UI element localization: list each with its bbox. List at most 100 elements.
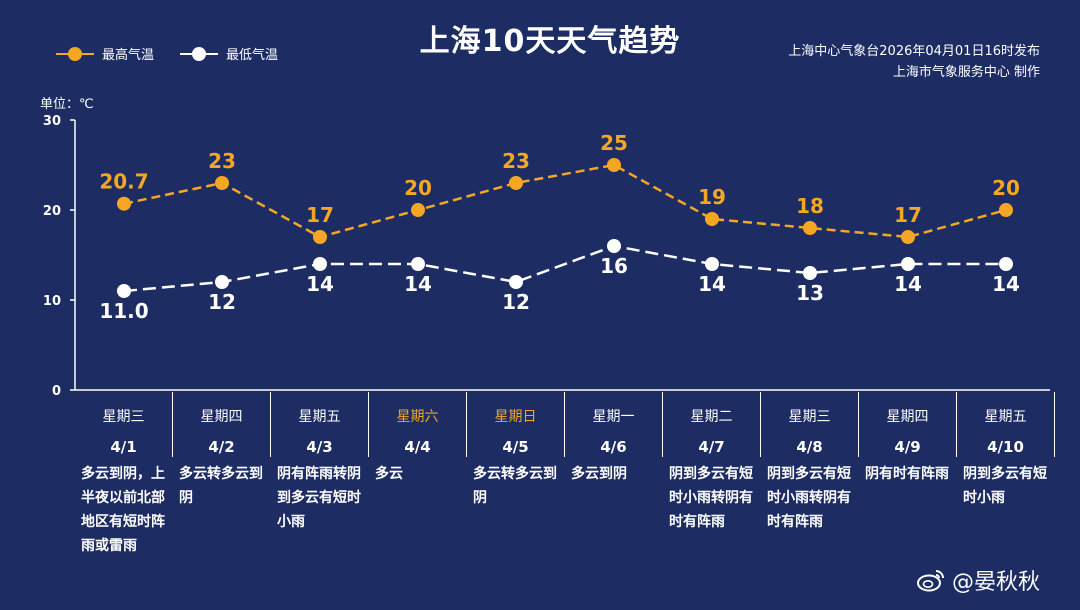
source-line-2: 上海市气象服务中心 制作	[892, 65, 1040, 80]
high-temp-label: 17	[306, 203, 334, 227]
day-column: 星期一 4/6	[565, 392, 663, 457]
low-temp-label: 14	[894, 272, 922, 296]
high-temp-label: 25	[600, 131, 628, 155]
weather-description: 阴有时有阵雨	[865, 466, 949, 482]
high-temp-point	[999, 203, 1013, 217]
high-temp-point	[901, 230, 915, 244]
weekday-label: 星期六	[396, 409, 439, 425]
y-tick-label: 0	[52, 384, 61, 399]
legend-high-marker	[56, 46, 94, 61]
weather-description: 多云转多云到阴	[179, 466, 263, 506]
low-temp-label: 11.0	[99, 299, 148, 323]
high-temp-label: 19	[698, 185, 726, 209]
source-info: 上海中心气象台2026年04月01日16时发布 上海市气象服务中心 制作	[788, 41, 1040, 83]
weekday-label: 星期三	[788, 409, 831, 425]
y-tick-label: 10	[43, 294, 61, 309]
high-temp-label: 23	[502, 149, 530, 173]
day-column: 星期四 4/2	[173, 392, 271, 457]
date-label: 4/8	[796, 438, 823, 456]
weather-description: 阴到多云有短时小雨	[963, 466, 1047, 506]
low-temp-label: 14	[306, 272, 334, 296]
weibo-watermark: @晏秋秋	[916, 564, 1040, 596]
low-temp-line	[123, 244, 1006, 293]
low-temp-point	[215, 275, 229, 289]
high-temp-line	[123, 163, 1007, 239]
weekday-label: 星期一	[592, 409, 635, 425]
high-temp-label: 23	[208, 149, 236, 173]
high-temp-point	[313, 230, 327, 244]
low-temp-label: 14	[404, 272, 432, 296]
low-temp-point	[999, 257, 1013, 271]
source-line-1: 上海中心气象台2026年04月01日16时发布	[788, 44, 1040, 59]
low-temp-point	[705, 257, 719, 271]
legend-low-label: 最低气温	[226, 48, 279, 63]
low-temp-label: 12	[208, 290, 236, 314]
date-label: 4/6	[600, 438, 627, 456]
unit-label: 单位：℃	[40, 97, 94, 112]
low-temp-label: 12	[502, 290, 530, 314]
high-temp-label: 20	[404, 176, 432, 200]
low-temp-label: 16	[600, 254, 628, 278]
day-columns: 星期三 4/1 星期四 4/2 星期五 4/3 星期六 4/4 星期日 4/5 星期一 4/6 星期二 4…	[75, 392, 1080, 457]
weekday-label: 星期五	[298, 409, 341, 425]
date-label: 4/1	[110, 438, 137, 456]
weather-description: 多云到阴	[571, 466, 627, 482]
weekday-label: 星期日	[494, 409, 537, 425]
day-column: 星期二 4/7	[663, 392, 761, 457]
high-temp-point	[509, 176, 523, 190]
low-temp-point	[117, 284, 131, 298]
weekday-label: 星期四	[886, 409, 929, 425]
y-tick-label: 20	[43, 204, 61, 219]
legend-high-label: 最高气温	[102, 48, 155, 63]
high-temp-point	[705, 212, 719, 226]
high-temp-label: 18	[796, 194, 824, 218]
date-label: 4/5	[502, 438, 529, 456]
low-temp-label: 14	[698, 272, 726, 296]
day-column: 星期五 4/10	[957, 392, 1055, 457]
high-temp-label: 20	[992, 176, 1020, 200]
low-temp-point	[607, 239, 621, 253]
high-temp-label: 17	[894, 203, 922, 227]
weekday-label: 星期二	[690, 409, 733, 425]
high-temp-point	[411, 203, 425, 217]
weekday-label: 星期四	[200, 409, 243, 425]
low-temp-point	[313, 257, 327, 271]
weibo-handle: @晏秋秋	[951, 570, 1040, 595]
high-temp-point	[215, 176, 229, 190]
weekday-label: 星期五	[984, 409, 1027, 425]
page-title: 上海10天天气趋势	[419, 24, 681, 59]
y-tick-label: 30	[43, 114, 61, 129]
chart-legend: 最高气温 最低气温	[56, 44, 304, 63]
weather-description: 多云到阴，上半夜以前北部地区有短时阵雨或雷雨	[81, 466, 165, 554]
day-column: 星期六 4/4	[369, 392, 467, 457]
weather-description: 阴到多云有短时小雨转阴有时有阵雨	[669, 466, 753, 530]
date-label: 4/9	[894, 438, 921, 456]
low-temp-point	[901, 257, 915, 271]
date-label: 4/7	[698, 438, 725, 456]
weather-description: 阴有阵雨转阴到多云有短时小雨	[277, 466, 361, 530]
legend-low-marker	[180, 46, 219, 61]
date-label: 4/10	[987, 438, 1024, 456]
high-temp-point	[117, 196, 131, 211]
weather-descriptions: 多云到阴，上半夜以前北部地区有短时阵雨或雷雨 多云转多云到阴 阴有阵雨转阴到多云有短…	[75, 462, 1080, 558]
low-temp-label: 14	[992, 272, 1020, 296]
date-label: 4/4	[404, 438, 431, 456]
day-column: 星期四 4/9	[859, 392, 957, 457]
date-label: 4/2	[208, 438, 235, 456]
weather-description: 阴到多云有短时小雨转阴有时有阵雨	[767, 466, 851, 530]
low-temp-point	[411, 257, 425, 271]
day-column: 星期五 4/3	[271, 392, 369, 457]
legend-low: 最低气温	[180, 44, 278, 63]
day-column: 星期三 4/8	[761, 392, 859, 457]
high-temp-point	[607, 158, 621, 172]
weather-description: 多云	[375, 466, 403, 482]
weibo-icon	[916, 570, 944, 592]
weekday-label: 星期三	[102, 409, 145, 425]
low-temp-point	[509, 275, 523, 289]
weather-description: 多云转多云到阴	[473, 466, 557, 506]
date-label: 4/3	[306, 438, 333, 456]
legend-high: 最高气温	[56, 44, 154, 63]
low-temp-point	[803, 266, 817, 280]
day-column: 星期三 4/1	[75, 392, 173, 457]
